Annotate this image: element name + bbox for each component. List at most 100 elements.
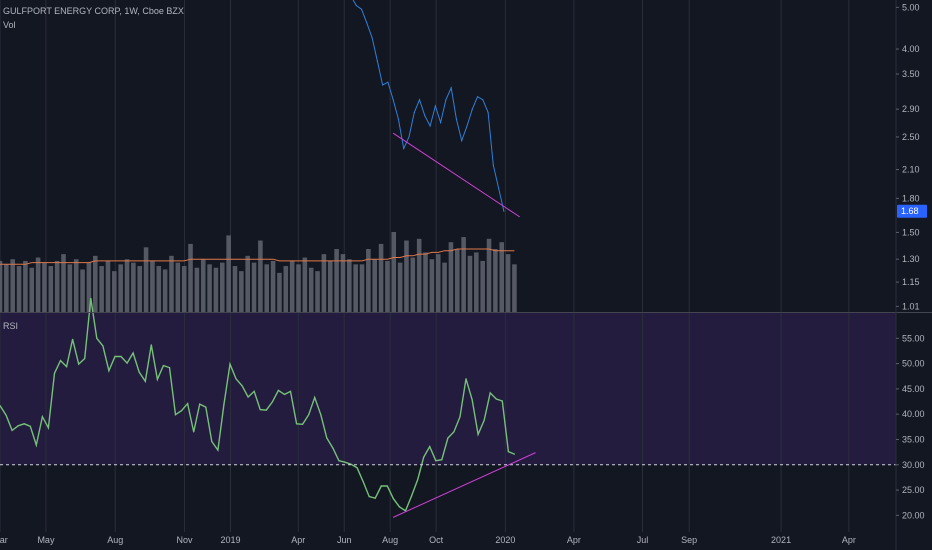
time-axis-tick-label: May xyxy=(37,535,55,545)
volume-bar xyxy=(435,254,441,312)
price-point xyxy=(376,60,378,62)
rsi-point xyxy=(180,410,183,412)
rsi-point xyxy=(362,480,364,483)
rsi-point xyxy=(120,355,122,358)
volume-bar xyxy=(213,267,219,312)
rsi-axis-tick-label: 45.00 xyxy=(902,384,925,394)
rsi-point xyxy=(65,366,68,368)
price-line xyxy=(352,0,505,212)
volume-bar xyxy=(80,269,85,312)
volume-bar xyxy=(10,259,15,312)
rsi-point xyxy=(114,355,116,358)
volume-bar xyxy=(410,257,416,312)
rsi-point xyxy=(380,485,382,487)
volume-bar xyxy=(124,259,130,312)
price-point xyxy=(397,118,400,120)
volume-bar xyxy=(270,260,276,312)
rsi-point xyxy=(29,425,31,427)
volume-bar xyxy=(86,262,92,312)
rsi-point xyxy=(150,344,152,346)
volume-bar xyxy=(429,259,435,312)
rsi-label[interactable]: RSI xyxy=(3,321,18,331)
price-point xyxy=(366,22,368,24)
rsi-trendline[interactable] xyxy=(392,452,536,518)
rsi-point xyxy=(126,362,128,364)
rsi-axis-tick-label: 40.00 xyxy=(902,409,925,419)
rsi-point xyxy=(386,485,388,487)
volume-bar xyxy=(416,238,422,312)
rsi-point xyxy=(271,401,273,403)
rsi-point xyxy=(435,460,437,462)
rsi-point xyxy=(265,409,267,411)
volume-bar xyxy=(162,269,168,312)
price-axis-tick-label: 2.50 xyxy=(902,132,920,142)
rsi-point xyxy=(0,404,1,407)
rsi-point xyxy=(429,445,431,448)
rsi-point xyxy=(205,406,207,408)
volume-bar xyxy=(264,264,270,312)
price-trendline[interactable] xyxy=(392,132,520,218)
time-axis-tick-label: Apr xyxy=(291,535,305,545)
price-axis-tick-label: 1.50 xyxy=(902,227,920,237)
volume-bar xyxy=(283,266,289,312)
volume-bar xyxy=(48,266,54,312)
volume-bar xyxy=(207,264,212,312)
price-badge-value: 1.68 xyxy=(901,206,919,216)
rsi-point xyxy=(332,447,334,449)
volume-bar xyxy=(359,264,365,312)
rsi-point xyxy=(174,414,177,416)
volume-bar xyxy=(194,267,200,312)
price-point xyxy=(450,87,452,89)
rsi-point xyxy=(507,451,509,453)
volume-bar xyxy=(499,242,505,312)
rsi-point xyxy=(289,390,292,393)
rsi-point xyxy=(471,398,473,401)
price-point xyxy=(382,84,384,86)
volume-bar xyxy=(289,260,295,312)
rsi-point xyxy=(398,506,401,508)
rsi-point xyxy=(156,378,158,380)
rsi-point xyxy=(356,467,358,469)
time-axis-tick-label: Mar xyxy=(0,535,8,545)
volume-bar xyxy=(245,255,250,312)
rsi-point xyxy=(320,414,322,416)
volume-ma-line xyxy=(0,248,515,265)
price-axis[interactable]: 5.00 4.00 3.50 2.90 2.50 2.10 1.80 1.50 1.30 1.15… xyxy=(896,2,920,311)
volume-bar xyxy=(366,249,371,312)
volume-label[interactable]: Vol xyxy=(3,20,16,30)
rsi-point xyxy=(495,398,497,400)
rsi-point xyxy=(453,431,455,433)
rsi-axis-tick-label: 55.00 xyxy=(902,333,925,343)
price-point xyxy=(471,108,473,110)
time-axis[interactable]: Mar May Aug Nov 2019 Apr Jun Aug Oct 2020 Apr Jul Se… xyxy=(0,535,856,545)
time-axis-tick-label: Jun xyxy=(337,535,352,545)
rsi-point xyxy=(11,429,13,431)
volume-bar xyxy=(35,257,41,312)
volume-bar xyxy=(340,254,346,312)
price-axis-tick-label: 2.10 xyxy=(902,165,920,175)
volume-bar xyxy=(327,260,333,312)
price-axis-tick-label: 5.00 xyxy=(902,2,920,12)
volume-bar xyxy=(448,242,454,312)
price-point xyxy=(503,210,505,212)
rsi-point xyxy=(72,338,74,340)
volume-bar xyxy=(347,259,352,312)
volume-bar xyxy=(385,260,390,312)
rsi-axis-tick-label: 25.00 xyxy=(902,485,925,495)
volume-bar xyxy=(302,257,308,312)
rsi-point xyxy=(392,498,394,500)
rsi-point xyxy=(41,416,43,418)
volume-layer xyxy=(0,232,517,312)
rsi-point xyxy=(374,497,376,499)
volume-bar xyxy=(258,240,263,312)
volume-bar xyxy=(0,260,3,312)
volume-bar xyxy=(131,262,136,312)
symbol-title[interactable]: GULFPORT ENERGY CORP, 1W, Cboe BZX xyxy=(3,6,184,16)
rsi-axis[interactable]: 55.00 50.00 45.00 40.00 35.00 30.00 25.00 20.00 xyxy=(896,333,925,520)
price-point xyxy=(487,111,489,114)
rsi-point xyxy=(187,402,189,405)
rsi-point xyxy=(241,385,243,387)
price-point xyxy=(429,125,431,127)
rsi-point xyxy=(162,365,165,367)
